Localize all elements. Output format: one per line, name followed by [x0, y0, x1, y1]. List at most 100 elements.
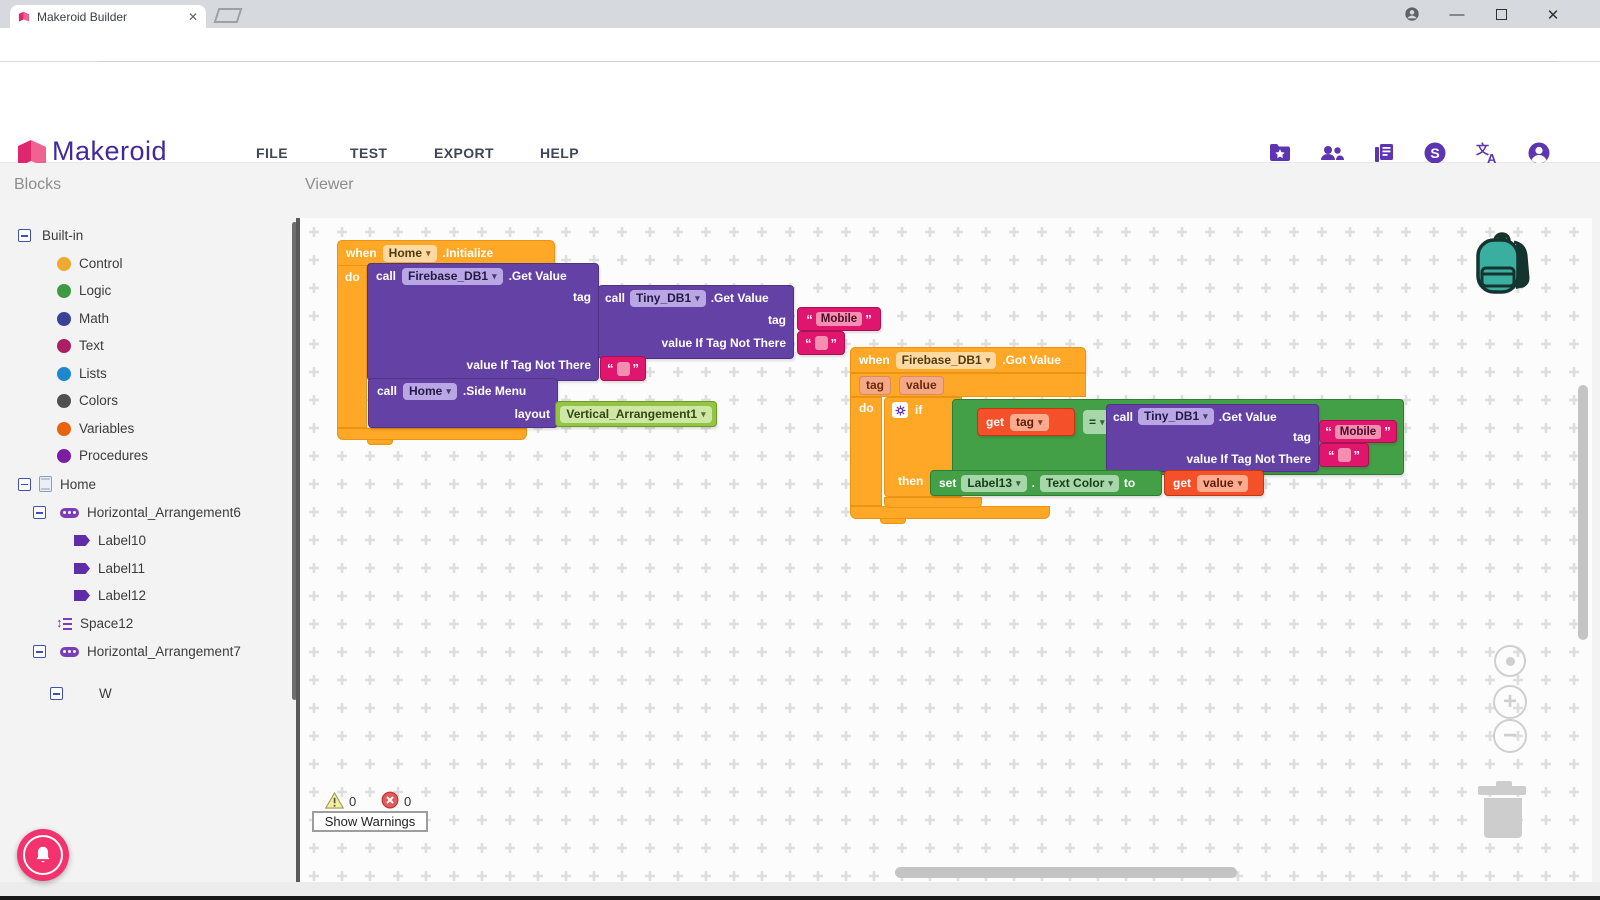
- text-string-block[interactable]: Mobile: [1319, 420, 1397, 443]
- set-label-textcolor-block[interactable]: set Label13 . Text Color to: [930, 470, 1162, 496]
- if-block-bottom[interactable]: [884, 497, 982, 508]
- param-value-chip[interactable]: value: [899, 375, 944, 395]
- documentation-icon[interactable]: [1372, 141, 1396, 165]
- tree-item-logic[interactable]: Logic: [57, 283, 111, 298]
- string-field[interactable]: Mobile: [815, 312, 863, 326]
- collapse-icon[interactable]: [33, 645, 46, 658]
- close-button[interactable]: ✕: [1546, 7, 1560, 24]
- tab-close-icon[interactable]: ✕: [187, 9, 198, 24]
- warning-icon[interactable]: [325, 792, 344, 809]
- trash-icon[interactable]: [1484, 798, 1522, 838]
- when-block-spine[interactable]: [337, 265, 367, 428]
- string-field[interactable]: Mobile: [1334, 424, 1382, 439]
- do-label: do: [345, 270, 360, 284]
- empty-string-block[interactable]: [797, 331, 845, 355]
- get-tag-block[interactable]: get tag: [977, 408, 1075, 436]
- next-connector: [367, 439, 393, 445]
- show-warnings-button[interactable]: Show Warnings: [312, 811, 428, 832]
- menu-export[interactable]: EXPORT: [434, 145, 494, 161]
- tree-item-label12[interactable]: Label12: [74, 588, 146, 603]
- projects-folder-icon[interactable]: [1268, 141, 1292, 165]
- zoom-out-icon[interactable]: −: [1493, 719, 1527, 753]
- call-firebase-getvalue-block[interactable]: call Firebase_DB1 .Get Value tag value I…: [367, 263, 599, 381]
- horizontal-scrollbar[interactable]: [895, 867, 1237, 878]
- menu-help[interactable]: HELP: [540, 145, 579, 161]
- zoom-in-icon[interactable]: +: [1493, 685, 1527, 719]
- string-field[interactable]: [616, 361, 630, 376]
- backpack-icon[interactable]: [1472, 228, 1534, 302]
- operator-dropdown[interactable]: =: [1083, 410, 1111, 434]
- tree-item-horizontal-arrangement6[interactable]: Horizontal_Arrangement6: [33, 505, 241, 520]
- collapse-icon[interactable]: [18, 477, 31, 491]
- tree-item-colors[interactable]: Colors: [57, 393, 118, 408]
- param-tag-chip[interactable]: tag: [859, 375, 891, 395]
- restore-button[interactable]: [1496, 9, 1507, 20]
- page-bottom-strip: [0, 882, 1600, 896]
- component-dropdown[interactable]: Vertical_Arrangement1: [560, 405, 712, 423]
- component-dropdown[interactable]: Tiny_DB1: [1138, 408, 1214, 425]
- component-dropdown[interactable]: Firebase_DB1: [402, 267, 503, 285]
- when-block-spine[interactable]: [850, 397, 882, 506]
- tree-item-home-screen[interactable]: Home: [18, 476, 96, 492]
- tree-item-text[interactable]: Text: [57, 338, 104, 353]
- center-workspace-icon[interactable]: [1494, 645, 1526, 677]
- tree-item-clipped[interactable]: W: [50, 686, 112, 700]
- tree-item-label10[interactable]: Label10: [74, 533, 146, 548]
- equals-comparison-block[interactable]: get tag = call Tiny_DB1 .Get Value tag v…: [952, 399, 1404, 475]
- error-icon[interactable]: [381, 791, 399, 809]
- variable-dropdown[interactable]: tag: [1010, 413, 1049, 431]
- component-dropdown[interactable]: Home: [403, 382, 457, 400]
- tree-item-control[interactable]: Control: [57, 256, 123, 271]
- call-tinydb-getvalue-block[interactable]: call Tiny_DB1 .Get Value tag value If Ta…: [598, 285, 794, 359]
- tree-item-label11[interactable]: Label11: [74, 561, 145, 576]
- browser-profile-icon[interactable]: [1404, 6, 1420, 22]
- collapse-icon[interactable]: [33, 506, 46, 519]
- empty-string-block[interactable]: [1319, 443, 1369, 467]
- collapse-icon[interactable]: [18, 229, 31, 242]
- when-block-bottom[interactable]: [337, 428, 527, 440]
- text-string-block[interactable]: Mobile: [797, 307, 881, 331]
- new-tab-button[interactable]: [213, 8, 243, 23]
- collapse-icon[interactable]: [50, 687, 63, 700]
- vertical-arrangement-block[interactable]: Vertical_Arrangement1: [555, 401, 717, 427]
- account-icon[interactable]: [1527, 141, 1551, 165]
- translate-icon[interactable]: 文A: [1474, 141, 1500, 165]
- minimize-button[interactable]: —: [1449, 6, 1465, 23]
- empty-string-block[interactable]: [600, 356, 646, 381]
- variable-dropdown[interactable]: value: [1197, 474, 1249, 492]
- when-firebase-gotvalue-block[interactable]: when Firebase_DB1 .Got Value: [850, 347, 1086, 373]
- call-home-sidemenu-block[interactable]: call Home .Side Menu layout: [368, 378, 558, 428]
- property-dropdown[interactable]: Text Color: [1039, 474, 1119, 492]
- blocks-workspace[interactable]: when Home .Initialize do call Firebase_D…: [300, 218, 1592, 882]
- tree-item-lists[interactable]: Lists: [57, 366, 107, 381]
- tree-item-procedures[interactable]: Procedures: [57, 448, 148, 463]
- component-dropdown[interactable]: Tiny_DB1: [630, 289, 706, 307]
- browser-tab[interactable]: Makeroid Builder ✕: [10, 5, 206, 28]
- trash-lid: [1478, 786, 1526, 795]
- call-tinydb-getvalue-block[interactable]: call Tiny_DB1 .Get Value tag value If Ta…: [1106, 404, 1319, 472]
- sidebar-scrollbar[interactable]: [292, 222, 297, 700]
- value-if-socket-label: value If Tag Not There: [661, 336, 786, 350]
- monetization-icon[interactable]: S: [1423, 141, 1447, 165]
- tree-item-space12[interactable]: ↕ Space12: [56, 614, 134, 632]
- string-field[interactable]: [1337, 448, 1351, 462]
- get-value-block[interactable]: get value: [1164, 470, 1264, 496]
- notification-bell-button[interactable]: [17, 829, 69, 881]
- tree-item-horizontal-arrangement7[interactable]: Horizontal_Arrangement7: [33, 644, 241, 659]
- tree-item-math[interactable]: Math: [57, 311, 109, 326]
- component-dropdown[interactable]: Label13: [961, 474, 1027, 492]
- mutator-gear-icon[interactable]: [892, 402, 908, 418]
- community-icon[interactable]: [1319, 141, 1345, 165]
- tag-socket-label: tag: [573, 290, 591, 304]
- menu-file[interactable]: FILE: [256, 145, 288, 161]
- component-dropdown[interactable]: Home: [382, 244, 437, 262]
- layout-socket-label: layout: [514, 407, 550, 421]
- vertical-scrollbar[interactable]: [1578, 385, 1588, 640]
- menu-test[interactable]: TEST: [350, 145, 388, 161]
- tree-item-variables[interactable]: Variables: [57, 421, 134, 436]
- makeroid-favicon: [18, 11, 30, 22]
- component-dropdown[interactable]: Firebase_DB1: [895, 351, 997, 369]
- tree-item-builtin[interactable]: Built-in: [18, 228, 83, 243]
- error-count: 0: [404, 794, 412, 809]
- string-field[interactable]: [814, 336, 828, 350]
